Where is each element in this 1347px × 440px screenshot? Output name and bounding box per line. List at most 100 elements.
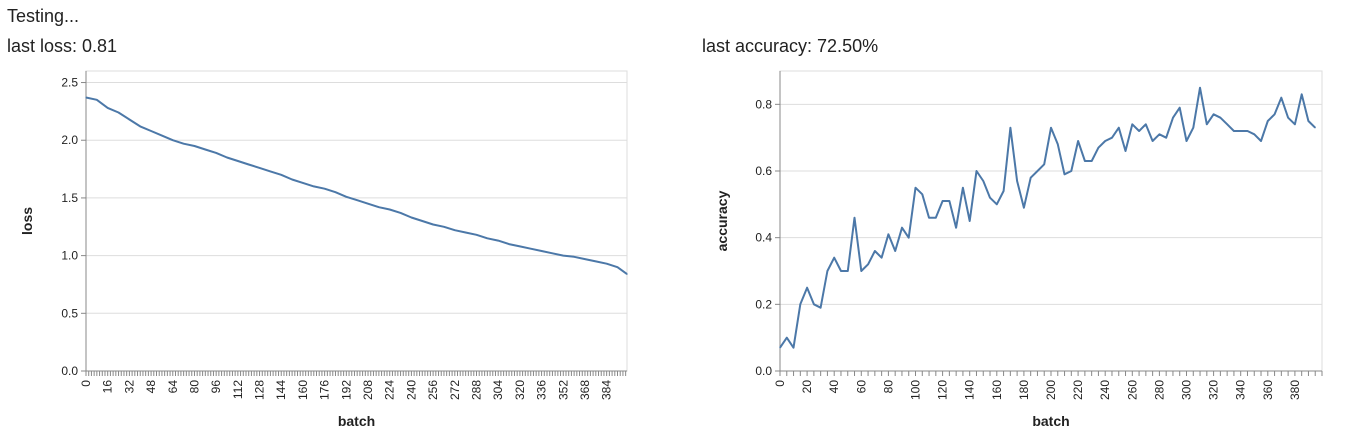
accuracy-data-point [1050,127,1052,129]
loss-data-point [237,160,239,162]
accuracy-data-point [1240,130,1242,132]
accuracy-data-point [1294,123,1296,125]
loss-data-point [551,252,554,254]
last-loss-label: last loss: 0.81 [7,36,118,56]
accuracy-data-point [1131,123,1133,125]
accuracy-x-tick-label: 20 [800,380,814,394]
accuracy-y-tick-label: 0.0 [755,364,772,378]
loss-x-tick-label: 208 [361,380,375,400]
loss-data-point [96,99,98,101]
accuracy-data-point [1077,140,1079,142]
accuracy-data-point [1165,137,1167,139]
loss-data-point [497,240,499,242]
accuracy-data-point [1138,130,1140,132]
accuracy-data-point [1213,113,1215,115]
accuracy-gridlines [780,103,1322,372]
loss-data-point [356,199,358,201]
accuracy-chart: 0.0 0.2 0.4 0.6 0.8 0 20 40 60 80 100 120 140 160 180 2… [714,70,1323,429]
accuracy-x-tick-label: 280 [1152,380,1166,400]
loss-data-point [313,185,315,187]
loss-x-tick-label: 192 [339,380,353,400]
loss-x-tick-label: 80 [187,380,201,394]
accuracy-x-axis-title: batch [1032,413,1069,429]
accuracy-data-point [1016,180,1018,182]
accuracy-data-point [921,193,923,195]
accuracy-data-point [1043,163,1045,165]
loss-x-tick-label: 304 [491,380,505,400]
accuracy-data-point [806,287,808,289]
loss-chart: 0.0 0.5 1.0 1.5 2.0 2.5 0 16 32 48 64 80 96 112 128 144… [19,70,628,429]
loss-data-point [410,216,412,219]
loss-data-point [139,125,141,127]
accuracy-x-tick-label: 380 [1288,380,1302,400]
accuracy-data-point [1246,130,1249,132]
accuracy-x-tick-label: 60 [854,380,868,394]
accuracy-data-point [833,257,835,259]
loss-data-point [432,223,434,226]
loss-data-point [345,196,347,198]
accuracy-data-point [1280,97,1282,99]
accuracy-data-point [982,180,984,182]
accuracy-data-point [1009,127,1012,129]
accuracy-data-point [1314,127,1316,129]
accuracy-data-point [792,347,795,349]
accuracy-data-point [1003,190,1005,192]
accuracy-x-tick-label: 260 [1125,380,1139,400]
accuracy-x-tick-label: 180 [1017,380,1031,400]
accuracy-data-point [1260,140,1262,142]
accuracy-data-point [1070,170,1072,172]
accuracy-data-point [1172,117,1174,119]
accuracy-data-point [1097,147,1099,149]
accuracy-data-point [955,227,957,229]
loss-x-tick-label: 240 [404,380,418,400]
loss-x-tick-label: 320 [513,380,527,400]
accuracy-data-point [935,217,937,219]
loss-x-tick-label: 352 [556,380,570,400]
loss-x-tick-label: 160 [296,380,310,400]
accuracy-x-tick-label: 200 [1044,380,1058,400]
accuracy-data-point [1185,140,1188,142]
accuracy-data-point [820,307,822,309]
last-accuracy-label: last accuracy: 72.50% [702,36,879,56]
loss-data-point [226,156,228,159]
loss-data-point [128,118,130,121]
loss-data-point [269,170,271,172]
accuracy-data-point [989,197,991,199]
accuracy-data-point [1036,170,1039,172]
loss-x-tick-label: 112 [231,380,245,399]
loss-data-point [626,273,628,275]
loss-x-tick-label: 16 [101,380,115,394]
accuracy-data-point [1084,160,1086,162]
loss-data-point [530,248,532,250]
loss-data-point [562,255,564,257]
loss-data-point [161,135,163,137]
loss-data-point [443,226,445,228]
loss-data-point [508,243,510,245]
accuracy-data-point [799,303,801,305]
loss-y-axis-title: loss [19,207,35,235]
loss-x-tick-label: 368 [578,380,592,400]
loss-y-tick-label: 0.0 [61,364,78,378]
accuracy-plot-frame [779,70,1323,372]
accuracy-data-point [887,233,890,235]
accuracy-x-tick-label: 240 [1098,380,1112,400]
accuracy-y-tick-label: 0.8 [755,97,772,111]
accuracy-x-tick-label: 80 [881,380,895,394]
loss-data-point [454,229,456,231]
loss-data-point [400,212,402,214]
loss-x-tick-label: 176 [318,380,332,400]
loss-plot-frame [85,70,628,372]
loss-data-point [215,152,217,154]
accuracy-data-point [1030,177,1032,179]
accuracy-x-tick-label: 340 [1234,380,1248,400]
loss-y-tick-label: 2.0 [61,133,78,147]
loss-x-tick-label: 224 [383,380,397,400]
accuracy-data-point [786,337,788,339]
loss-data-point [584,258,586,260]
loss-y-tick-label: 0.5 [61,306,78,320]
loss-data-point [595,260,597,262]
accuracy-x-tick-label: 40 [827,380,841,394]
loss-data-point [486,237,488,239]
loss-data-point [291,178,293,181]
accuracy-data-point [1274,113,1276,115]
